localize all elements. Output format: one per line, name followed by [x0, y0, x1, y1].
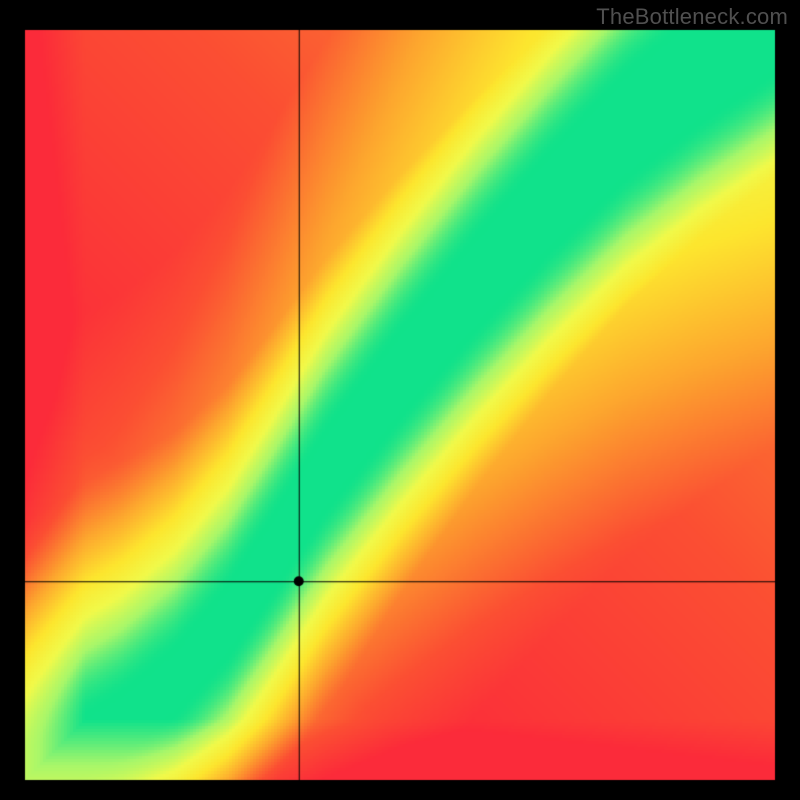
heatmap-canvas	[0, 0, 800, 800]
watermark-text: TheBottleneck.com	[596, 4, 788, 30]
chart-container: TheBottleneck.com	[0, 0, 800, 800]
